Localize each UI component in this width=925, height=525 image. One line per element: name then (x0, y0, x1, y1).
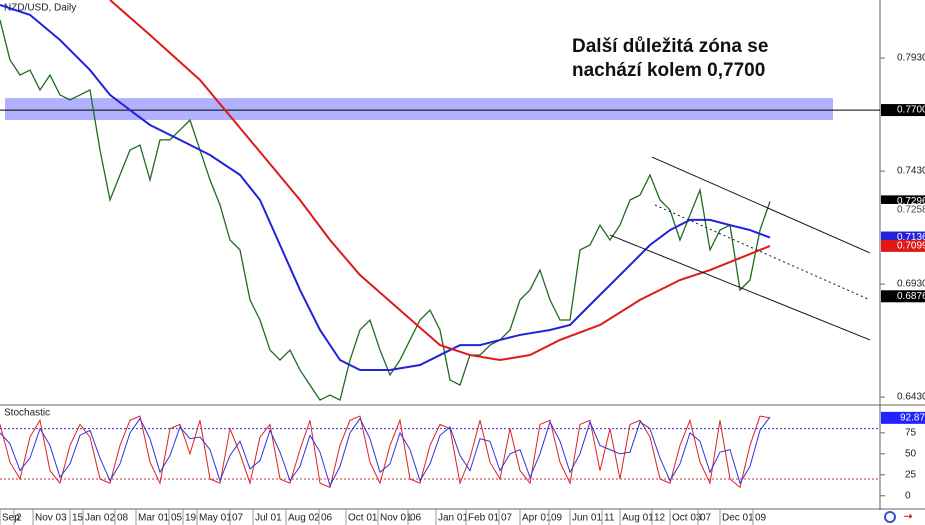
x-tick-label: Feb 01 (468, 513, 500, 524)
x-tick-label: May 01 (199, 513, 232, 524)
y-tick-label: 0.6930 (897, 279, 925, 290)
x-tick-label: Aug 02 (288, 513, 320, 524)
price-line (0, 19, 771, 401)
channel-line (651, 156, 871, 254)
y-tick-label: 0.7930 (897, 53, 925, 64)
icon[interactable]: ⇢ (904, 512, 913, 523)
stoch-label: 92.87 (900, 412, 925, 423)
x-tick-label: 09 (551, 513, 563, 524)
stoch-tick-label: 50 (905, 448, 917, 459)
y-tick-label: 0.7430 (897, 166, 925, 177)
icon[interactable] (884, 511, 896, 523)
zone (5, 98, 833, 121)
chart-title: NZD/USD, Daily (4, 3, 76, 14)
x-tick-label: Oct 03 (672, 513, 702, 524)
x-tick-label: Aug 01 (622, 513, 654, 524)
x-tick-label: 12 (654, 513, 666, 524)
annotation: nachází kolem 0,7700 (572, 60, 765, 81)
moving-average (0, 4, 771, 371)
price-label: 0.7258 (897, 205, 925, 216)
x-tick-label: 09 (755, 513, 767, 524)
price-label-box (881, 203, 925, 216)
x-tick-label: 19 (185, 513, 197, 524)
x-tick-label: 05 (171, 513, 183, 524)
icons[interactable]: ⇢ (884, 511, 913, 523)
x-tick-label: 15 (72, 513, 84, 524)
x-tick-label: 07 (700, 513, 712, 524)
price-label: 0.7700 (897, 105, 925, 116)
x-tick-label: Dec 01 (722, 513, 754, 524)
stochastic-title: Stochastic (4, 408, 50, 419)
x-tick-label: Nov 03 (35, 513, 67, 524)
price-label: 0.6876 (897, 291, 925, 302)
stoch-tick-label: 25 (905, 469, 917, 480)
price-label-box (881, 104, 925, 117)
stoch-line (0, 416, 771, 488)
x-tick-label: Nov 01 (380, 513, 412, 524)
x-tick-label: Sep (2, 513, 20, 524)
x-tick-label: 07 (232, 513, 244, 524)
stoch-label-box (881, 411, 925, 424)
channel-line (654, 204, 871, 301)
price-label: 0.7136 (897, 232, 925, 243)
price-label-box (881, 239, 925, 252)
x-tick-label: Oct 01 (348, 513, 378, 524)
x-tick-label: Jun 01 (572, 513, 602, 524)
moving-average (109, 0, 771, 362)
x-tick-label: 06 (410, 513, 422, 524)
price-label-box (881, 290, 925, 303)
x-tick-label: Apr 01 (522, 513, 552, 524)
stoch-tick-label: 75 (905, 427, 917, 438)
x-tick-label: Jul 01 (255, 513, 282, 524)
x-tick-label: Jan 01 (438, 513, 468, 524)
annotation: Další důležitá zóna se (572, 36, 768, 57)
price-label: 0.7296 (897, 196, 925, 207)
stoch-tick-label: 0 (905, 490, 911, 501)
x-tick-label: Mar 01 (138, 513, 170, 524)
channel-line (609, 234, 871, 341)
x-tick-label: 08 (117, 513, 129, 524)
price-label: 0.7099 (897, 241, 925, 252)
x-tick-label: 06 (321, 513, 333, 524)
x-tick-label: Jan 02 (85, 513, 115, 524)
x-tick-label: 11 (604, 513, 615, 524)
y-tick-label: 0.6430 (897, 392, 925, 403)
x-tick-label: 07 (501, 513, 513, 524)
x-tick-label: 2 (16, 513, 22, 524)
